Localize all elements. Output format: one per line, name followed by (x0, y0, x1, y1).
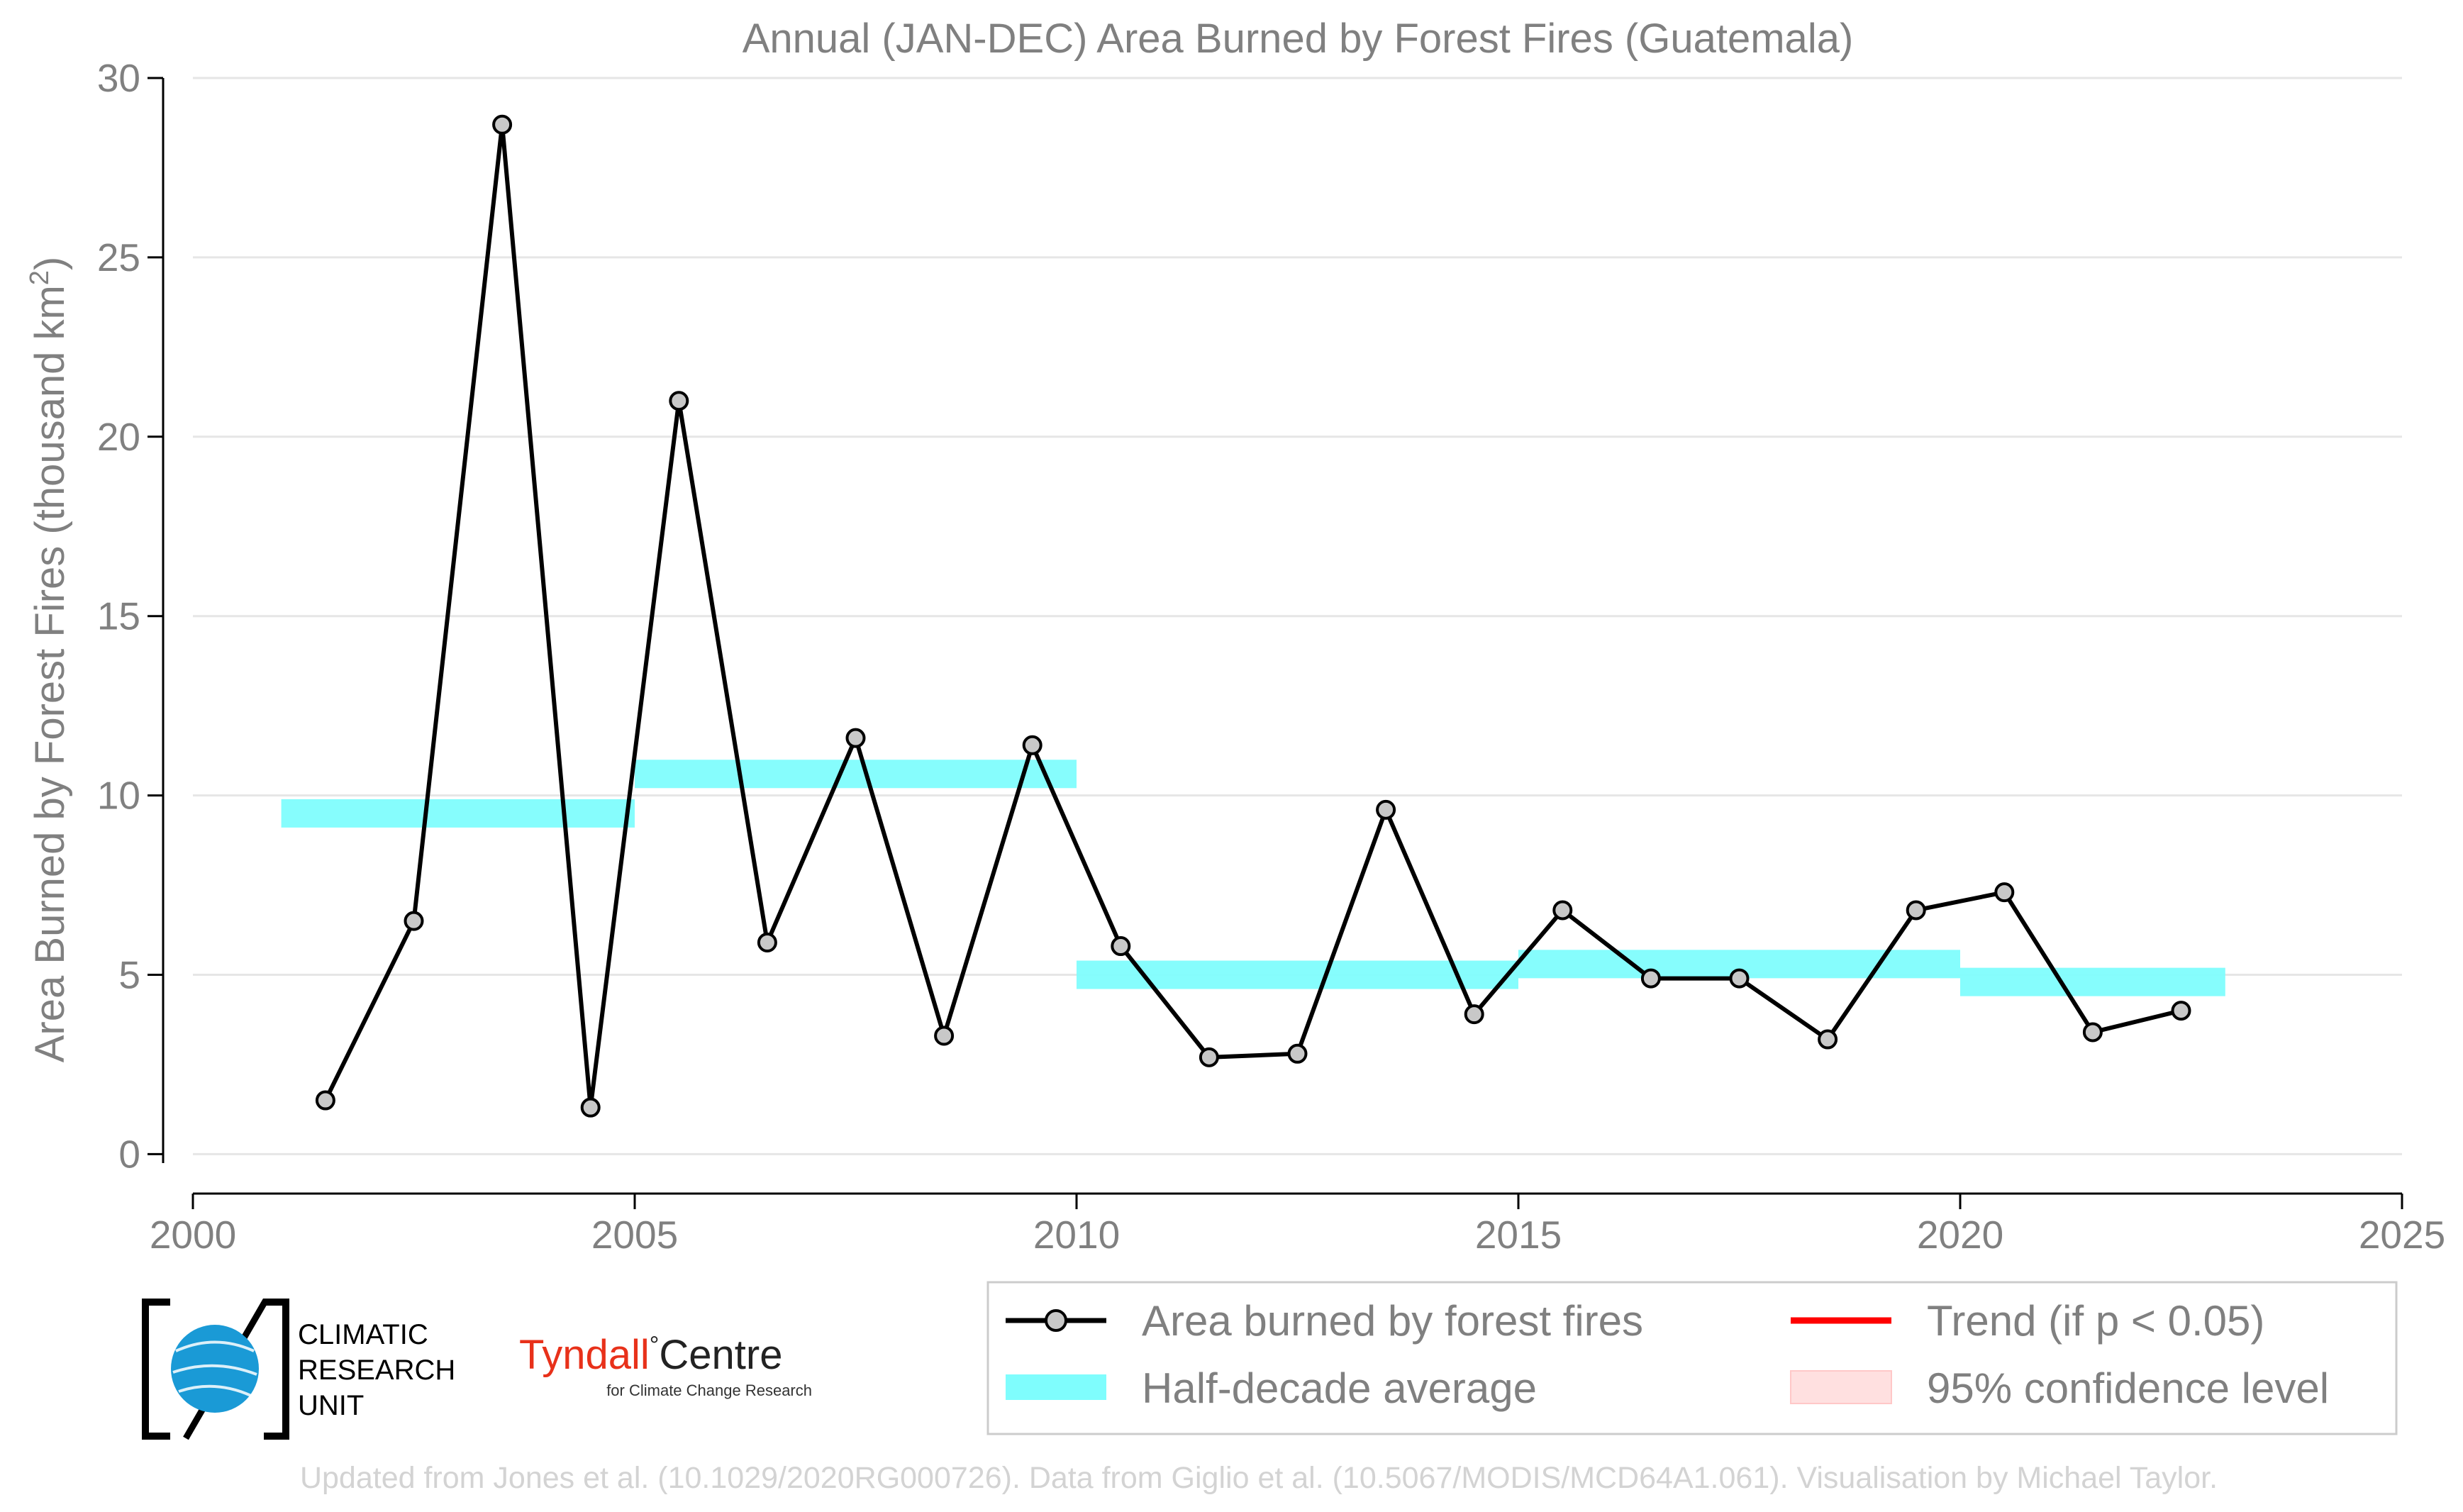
cru-bracket-right (264, 1299, 289, 1440)
series-line (323, 122, 2182, 1110)
data-point (1818, 1029, 1838, 1050)
data-point (1287, 1043, 1308, 1064)
tyndall-tagline: for Climate Change Research (606, 1382, 812, 1399)
tyndall-wordmark: Tyndall°Centre (519, 1332, 782, 1378)
cru-text-line-2: RESEARCH (298, 1355, 455, 1386)
data-point (934, 1025, 955, 1046)
x-tick-label: 2005 (591, 1213, 678, 1257)
cru-text-line-3: UNIT (298, 1390, 364, 1421)
data-point (315, 1090, 335, 1111)
data-point (1640, 968, 1661, 989)
y-tick-label: 0 (118, 1132, 140, 1176)
data-point (1464, 1004, 1484, 1025)
data-point (492, 114, 513, 135)
data-point (580, 1097, 601, 1118)
data-point (1111, 936, 1131, 957)
data-point (1552, 900, 1573, 921)
chart-title: Annual (JAN-DEC) Area Burned by Forest F… (743, 16, 1854, 62)
data-point (757, 932, 777, 952)
legend: Area burned by forest fires Half-decade … (986, 1281, 2398, 1435)
data-point (1906, 900, 1926, 921)
legend-box (986, 1281, 2398, 1435)
data-point (404, 911, 424, 931)
data-point (1376, 799, 1396, 820)
data-point (845, 728, 866, 748)
cru-text-line-1: CLIMATIC (298, 1319, 428, 1350)
data-point (2082, 1022, 2103, 1043)
y-tick-label: 25 (97, 235, 140, 279)
x-tick-label: 2020 (1917, 1213, 2003, 1257)
data-point (1729, 968, 1750, 989)
footer-credits: Updated from Jones et al. (10.1029/2020R… (300, 1461, 2218, 1495)
cru-logo: CLIMATIC RESEARCH UNIT (142, 1298, 455, 1440)
y-tick-label: 30 (97, 56, 140, 100)
legend-label-confidence: 95% confidence level (1927, 1364, 2329, 1412)
y-axis-ticks: 0 5 10 15 20 25 30 (97, 56, 163, 1176)
data-point (1022, 735, 1043, 755)
x-tick-label: 2015 (1475, 1213, 1562, 1257)
y-tick-label: 20 (97, 415, 140, 459)
x-axis-ticks: 2000 2005 2010 2015 2020 2025 (150, 1194, 2445, 1257)
legend-label-trend: Trend (if p < 0.05) (1927, 1297, 2264, 1345)
legend-confidence-swatch (1790, 1370, 1892, 1404)
legend-band-swatch (1006, 1374, 1106, 1400)
y-tick-label: 15 (97, 594, 140, 638)
half-decade-average-band (281, 799, 635, 828)
y-tick-label: 5 (118, 953, 140, 997)
data-point (1199, 1047, 1219, 1067)
data-point (1994, 882, 2015, 903)
cru-bracket-left (142, 1299, 170, 1440)
x-tick-label: 2025 (2359, 1213, 2445, 1257)
half-decade-average-band (635, 760, 1077, 789)
data-point (2171, 1001, 2191, 1021)
data-point (669, 391, 689, 411)
area-burned-series (315, 114, 2191, 1118)
half-decade-average-band (1960, 967, 2225, 996)
legend-label-half-decade: Half-decade average (1142, 1364, 1537, 1412)
y-tick-label: 10 (97, 774, 140, 818)
legend-label-area-burned: Area burned by forest fires (1142, 1297, 1643, 1345)
legend-marker-swatch (1045, 1309, 1067, 1332)
x-tick-label: 2010 (1033, 1213, 1120, 1257)
y-axis-label: Area Burned by Forest Fires (thousand km… (25, 257, 73, 1063)
x-tick-label: 2000 (150, 1213, 236, 1257)
tyndall-logo: Tyndall°Centre for Climate Change Resear… (519, 1332, 812, 1399)
